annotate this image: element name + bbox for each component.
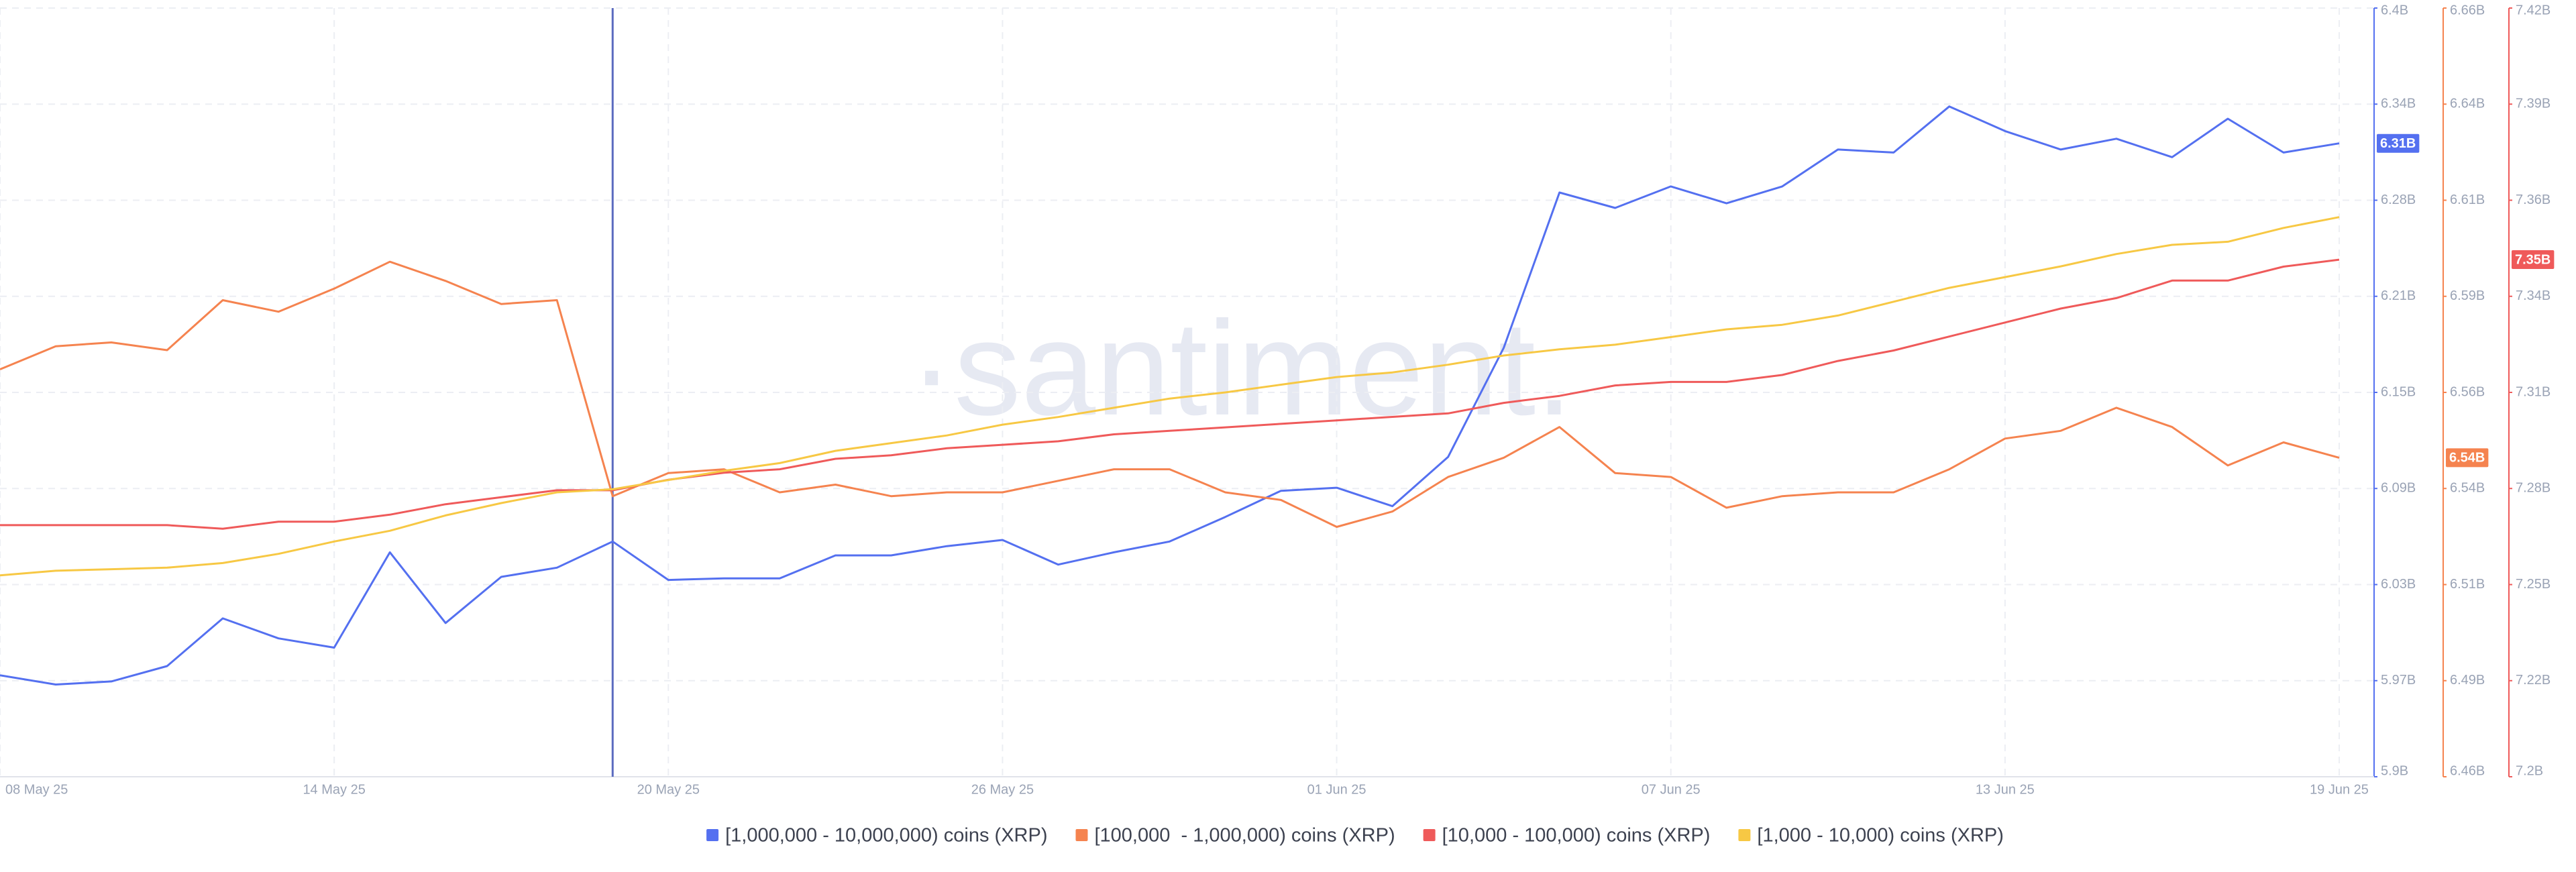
y-tick-label: 6.49B: [2450, 673, 2485, 688]
x-tick-label: 14 May 25: [303, 782, 365, 797]
x-tick-label: 13 Jun 25: [1976, 782, 2035, 797]
legend-label: [100,000 - 1,000,000) coins (XRP): [1094, 825, 1395, 847]
x-tick-label: 01 Jun 25: [1307, 782, 1366, 797]
value-badge: 7.35B: [2512, 250, 2555, 270]
y-tick-label: 6.21B: [2381, 288, 2416, 303]
series-line: [0, 258, 2340, 530]
legend-swatch: [1738, 829, 1751, 841]
legend-item: [100,000 - 1,000,000) coins (XRP): [1075, 825, 1395, 847]
y-tick-label: 6.66B: [2450, 3, 2485, 17]
legend-label: [1,000 - 10,000) coins (XRP): [1757, 825, 2004, 847]
y-tick-label: 6.15B: [2381, 384, 2416, 399]
legend-item: [1,000,000 - 10,000,000) coins (XRP): [706, 825, 1047, 847]
watermark: ·santiment.: [909, 294, 1572, 443]
legend-label: [1,000,000 - 10,000,000) coins (XRP): [725, 825, 1047, 847]
series-line: [0, 105, 2340, 686]
series-line: [0, 216, 2340, 577]
y-tick-label: 6.28B: [2381, 193, 2416, 207]
y-tick-label: 6.51B: [2450, 577, 2485, 592]
y-tick-label: 6.61B: [2450, 193, 2485, 207]
y-tick-label: 7.42B: [2516, 3, 2551, 17]
y-tick-label: 7.28B: [2516, 481, 2551, 496]
y-tick-label: 5.9B: [2381, 763, 2408, 778]
y-tick-label: 6.46B: [2450, 763, 2485, 778]
x-tick-label: 07 Jun 25: [1642, 782, 1701, 797]
y-tick-label: 7.25B: [2516, 577, 2551, 592]
badge-bg: [2377, 133, 2420, 153]
y-tick-label: 6.54B: [2450, 481, 2485, 496]
y-tick-label: 6.59B: [2450, 288, 2485, 303]
y-tick-label: 7.36B: [2516, 193, 2551, 207]
y-tick-label: 7.31B: [2516, 384, 2551, 399]
x-tick-label: 20 May 25: [637, 782, 700, 797]
x-tick-label: 08 May 25: [5, 782, 68, 797]
y-tick-label: 5.97B: [2381, 673, 2416, 688]
y-tick-label: 7.2B: [2516, 763, 2543, 778]
y-tick-label: 6.4B: [2381, 3, 2408, 17]
legend-swatch: [1075, 829, 1088, 841]
badge-bg: [2446, 448, 2489, 468]
y-tick-label: 6.03B: [2381, 577, 2416, 592]
x-tick-label: 26 May 25: [971, 782, 1034, 797]
value-badge: 6.31B: [2377, 133, 2420, 153]
badge-bg: [2512, 250, 2555, 270]
legend-item: [10,000 - 100,000) coins (XRP): [1423, 825, 1711, 847]
legend-swatch: [706, 829, 719, 841]
x-tick-label: 19 Jun 25: [2310, 782, 2369, 797]
y-tick-label: 6.09B: [2381, 481, 2416, 496]
legend-item: [1,000 - 10,000) coins (XRP): [1738, 825, 2004, 847]
y-tick-label: 6.34B: [2381, 97, 2416, 111]
y-tick-label: 7.39B: [2516, 97, 2551, 111]
legend-label: [10,000 - 100,000) coins (XRP): [1442, 825, 1711, 847]
badge-label: 7.35B: [2515, 252, 2551, 267]
y-tick-label: 7.34B: [2516, 288, 2551, 303]
y-tick-label: 6.56B: [2450, 384, 2485, 399]
y-tick-label: 7.22B: [2516, 673, 2551, 688]
series-line: [0, 260, 2340, 528]
y-tick-label: 6.64B: [2450, 97, 2485, 111]
value-badge: 6.54B: [2446, 448, 2489, 468]
legend-swatch: [1423, 829, 1436, 841]
badge-label: 6.54B: [2449, 451, 2485, 466]
badge-label: 6.31B: [2380, 136, 2416, 151]
